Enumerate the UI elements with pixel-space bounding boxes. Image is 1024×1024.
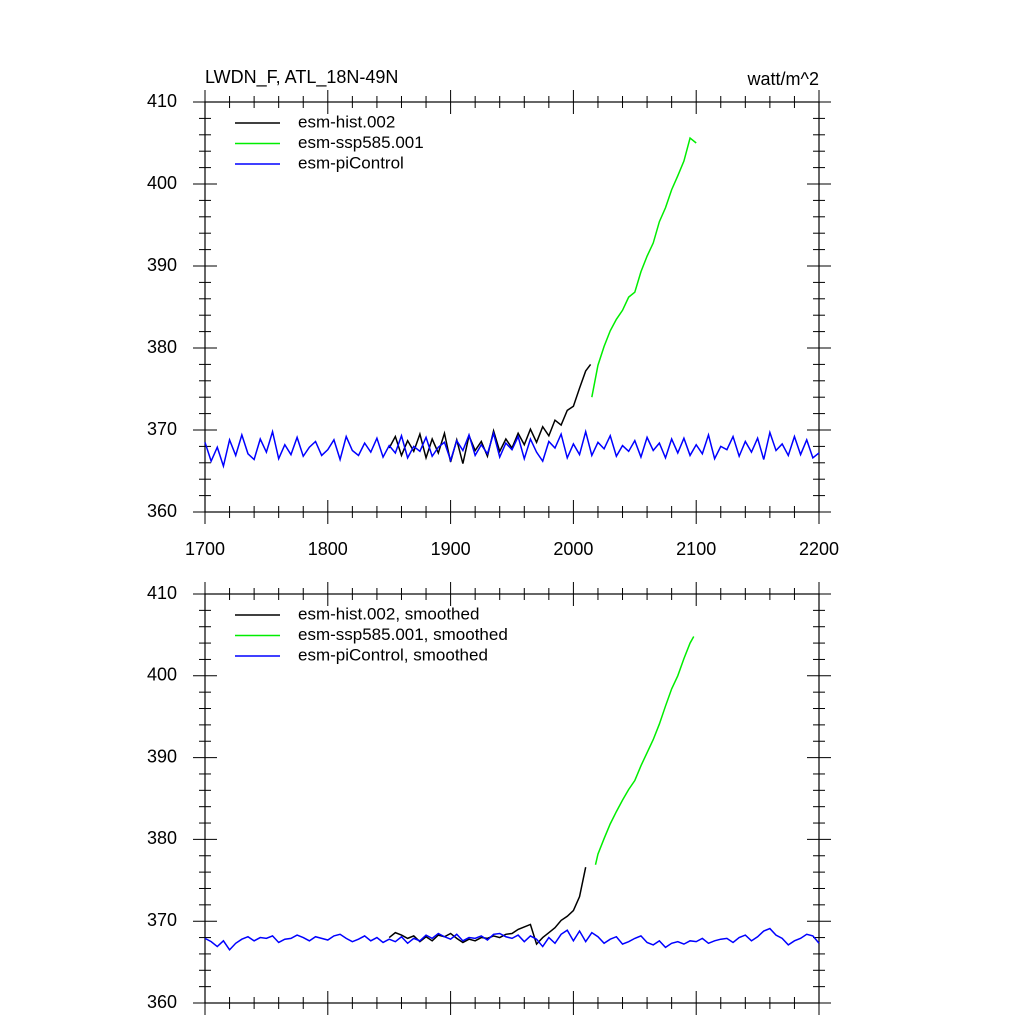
x-tick-label: 1700 (185, 539, 225, 559)
y-tick-label: 360 (147, 501, 177, 521)
y-tick-label: 370 (147, 910, 177, 930)
y-tick-label: 390 (147, 746, 177, 766)
y-tick-label: 360 (147, 992, 177, 1012)
units-label: watt/m^2 (747, 69, 819, 89)
series-line (594, 636, 695, 865)
legend-label: esm-ssp585.001, smoothed (298, 625, 508, 644)
y-tick-label: 410 (147, 583, 177, 603)
x-tick-label: 2000 (553, 539, 593, 559)
series-line (204, 927, 820, 952)
legend-label: esm-ssp585.001 (298, 133, 424, 152)
chart-title: LWDN_F, ATL_18N-49N (205, 67, 398, 88)
series-line (388, 867, 587, 946)
series-line (388, 363, 592, 464)
y-tick-label: 400 (147, 173, 177, 193)
x-tick-label: 1800 (308, 539, 348, 559)
legend-label: esm-hist.002 (298, 112, 395, 131)
y-tick-label: 400 (147, 665, 177, 685)
series-line (591, 136, 697, 398)
plot-frame (204, 101, 820, 513)
x-tick-label: 2100 (676, 539, 716, 559)
y-tick-label: 390 (147, 255, 177, 275)
legend-label: esm-piControl (298, 153, 404, 172)
y-tick-label: 380 (147, 828, 177, 848)
plot-frame (204, 593, 820, 1004)
y-tick-label: 410 (147, 91, 177, 111)
x-tick-label: 2200 (799, 539, 839, 559)
y-tick-label: 370 (147, 419, 177, 439)
series-line (204, 428, 820, 469)
x-tick-label: 1900 (431, 539, 471, 559)
legend-label: esm-hist.002, smoothed (298, 604, 479, 623)
y-tick-label: 380 (147, 337, 177, 357)
legend-label: esm-piControl, smoothed (298, 645, 488, 664)
